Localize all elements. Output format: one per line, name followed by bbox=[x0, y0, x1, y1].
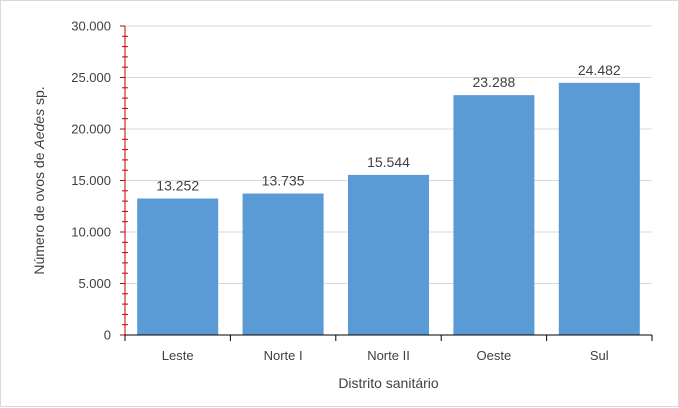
y-tick-label: 15.000 bbox=[71, 173, 111, 188]
bar bbox=[348, 174, 429, 335]
data-label: 13.252 bbox=[156, 178, 199, 194]
labels: 0 5.000 10.000 15.000 20.000 25.000 30.000 13.2… bbox=[71, 19, 621, 364]
bar bbox=[242, 193, 324, 335]
y-axis-title-italic: Aedes bbox=[31, 109, 47, 150]
y-tick-label: 30.000 bbox=[71, 19, 111, 34]
x-tick-label: Oeste bbox=[477, 348, 512, 363]
data-label: 13.735 bbox=[262, 173, 305, 189]
y-axis-title: Número de ovos de Aedes sp. bbox=[31, 86, 47, 274]
bars bbox=[137, 82, 640, 335]
x-tick-label: Norte I bbox=[264, 348, 303, 363]
bar bbox=[137, 198, 219, 335]
x-tick-label: Sul bbox=[590, 348, 609, 363]
y-tick-label: 20.000 bbox=[71, 122, 111, 137]
y-tick-label: 10.000 bbox=[71, 225, 111, 240]
y-axis-title-suffix: sp. bbox=[31, 86, 47, 109]
x-tick-label: Norte II bbox=[367, 348, 410, 363]
y-tick-label: 25.000 bbox=[71, 70, 111, 85]
bar bbox=[453, 95, 535, 335]
data-label: 15.544 bbox=[367, 154, 410, 170]
bar bbox=[558, 82, 640, 335]
y-tick-label: 5.000 bbox=[78, 276, 111, 291]
x-axis-title: Distrito sanitário bbox=[338, 375, 439, 391]
data-label: 23.288 bbox=[472, 74, 515, 90]
y-axis-title-prefix: Número de ovos de bbox=[31, 149, 47, 275]
x-tick-label: Leste bbox=[162, 348, 194, 363]
axes bbox=[120, 25, 653, 341]
data-label: 24.482 bbox=[578, 62, 621, 78]
y-tick-label: 0 bbox=[104, 328, 111, 343]
